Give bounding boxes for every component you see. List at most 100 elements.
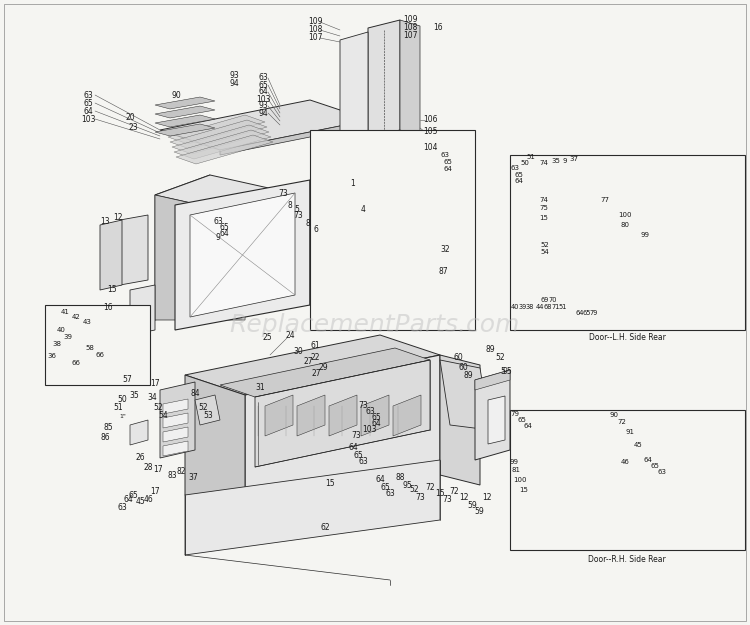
Text: 39: 39: [64, 334, 73, 340]
Polygon shape: [315, 226, 370, 243]
Polygon shape: [315, 190, 380, 207]
Polygon shape: [130, 420, 148, 445]
Text: 5: 5: [500, 368, 506, 376]
Text: 8: 8: [288, 201, 292, 209]
Polygon shape: [400, 20, 420, 135]
Text: 64: 64: [576, 310, 584, 316]
Text: 89: 89: [485, 346, 495, 354]
Text: 74: 74: [539, 197, 548, 203]
Text: 12: 12: [482, 494, 492, 502]
Text: 22: 22: [310, 352, 320, 361]
Polygon shape: [577, 162, 601, 297]
Text: 63: 63: [358, 456, 368, 466]
Text: 81: 81: [512, 467, 520, 473]
Text: 26: 26: [135, 454, 145, 462]
Text: 16: 16: [433, 22, 442, 31]
Polygon shape: [297, 395, 325, 436]
Text: 13: 13: [100, 217, 109, 226]
Text: 30: 30: [293, 348, 303, 356]
Text: 65: 65: [353, 451, 363, 459]
Text: 107: 107: [308, 34, 322, 42]
Text: 73: 73: [293, 211, 303, 221]
Text: 93: 93: [230, 71, 238, 79]
Text: 64: 64: [514, 178, 523, 184]
Text: 63: 63: [386, 489, 394, 499]
Polygon shape: [315, 208, 375, 225]
Text: 80: 80: [620, 222, 629, 228]
Text: 66: 66: [95, 352, 104, 358]
Polygon shape: [170, 120, 267, 149]
Polygon shape: [520, 166, 540, 209]
Text: 28: 28: [143, 464, 153, 472]
Polygon shape: [172, 125, 269, 154]
Polygon shape: [400, 190, 415, 308]
Text: 65: 65: [583, 310, 591, 316]
Text: 64: 64: [123, 496, 133, 504]
Text: 37: 37: [188, 474, 198, 482]
Text: 60: 60: [458, 364, 468, 372]
Text: 64: 64: [83, 106, 93, 116]
Polygon shape: [577, 414, 601, 544]
Polygon shape: [220, 348, 430, 397]
Text: 73: 73: [278, 189, 288, 198]
Text: 52: 52: [495, 354, 505, 362]
Polygon shape: [163, 413, 188, 428]
Text: 51: 51: [559, 304, 567, 310]
Text: 57: 57: [122, 376, 132, 384]
Bar: [45, 305, 150, 385]
Text: 17: 17: [150, 488, 160, 496]
Bar: [510, 155, 745, 330]
Text: 65: 65: [514, 172, 523, 178]
Text: 77: 77: [601, 197, 610, 203]
Polygon shape: [245, 355, 440, 515]
Text: 65: 65: [219, 224, 229, 232]
Text: 9: 9: [562, 158, 567, 164]
Text: 59: 59: [474, 508, 484, 516]
Text: 93: 93: [258, 101, 268, 111]
Text: 63: 63: [83, 91, 93, 99]
Text: 16: 16: [104, 304, 112, 312]
Text: 74: 74: [539, 160, 548, 166]
Text: 15: 15: [539, 215, 548, 221]
Polygon shape: [155, 175, 210, 320]
Polygon shape: [55, 346, 95, 360]
Text: 64: 64: [348, 444, 358, 452]
Text: 64: 64: [375, 476, 385, 484]
Text: 60: 60: [453, 354, 463, 362]
Text: 70: 70: [549, 297, 557, 303]
Text: 63: 63: [213, 217, 223, 226]
Text: 99: 99: [509, 459, 518, 465]
Text: 89: 89: [464, 371, 472, 379]
Text: 109: 109: [308, 18, 322, 26]
Text: 15: 15: [435, 489, 445, 499]
Polygon shape: [368, 20, 400, 138]
Polygon shape: [255, 360, 430, 467]
Text: 79: 79: [511, 411, 520, 417]
Polygon shape: [155, 115, 215, 127]
Text: 27: 27: [303, 357, 313, 366]
Polygon shape: [185, 375, 245, 515]
Text: 63: 63: [658, 469, 667, 475]
Text: 32: 32: [440, 246, 450, 254]
Text: 75: 75: [539, 205, 548, 211]
Text: 109: 109: [403, 16, 417, 24]
Text: 65: 65: [128, 491, 138, 499]
Text: 46: 46: [620, 459, 629, 465]
Polygon shape: [120, 215, 148, 285]
Polygon shape: [605, 420, 638, 480]
Text: 103: 103: [362, 424, 376, 434]
Text: 17: 17: [153, 466, 163, 474]
Text: 27: 27: [311, 369, 321, 379]
Polygon shape: [361, 395, 389, 436]
Polygon shape: [55, 324, 95, 338]
Text: 45: 45: [135, 498, 145, 506]
Text: 38: 38: [526, 304, 534, 310]
Text: 100: 100: [513, 477, 526, 483]
Bar: [510, 410, 745, 550]
Polygon shape: [475, 370, 510, 460]
Text: 72: 72: [449, 486, 459, 496]
Text: 20: 20: [125, 114, 135, 122]
Text: 40: 40: [511, 304, 519, 310]
Text: 24: 24: [285, 331, 295, 339]
Text: 65: 65: [83, 99, 93, 107]
